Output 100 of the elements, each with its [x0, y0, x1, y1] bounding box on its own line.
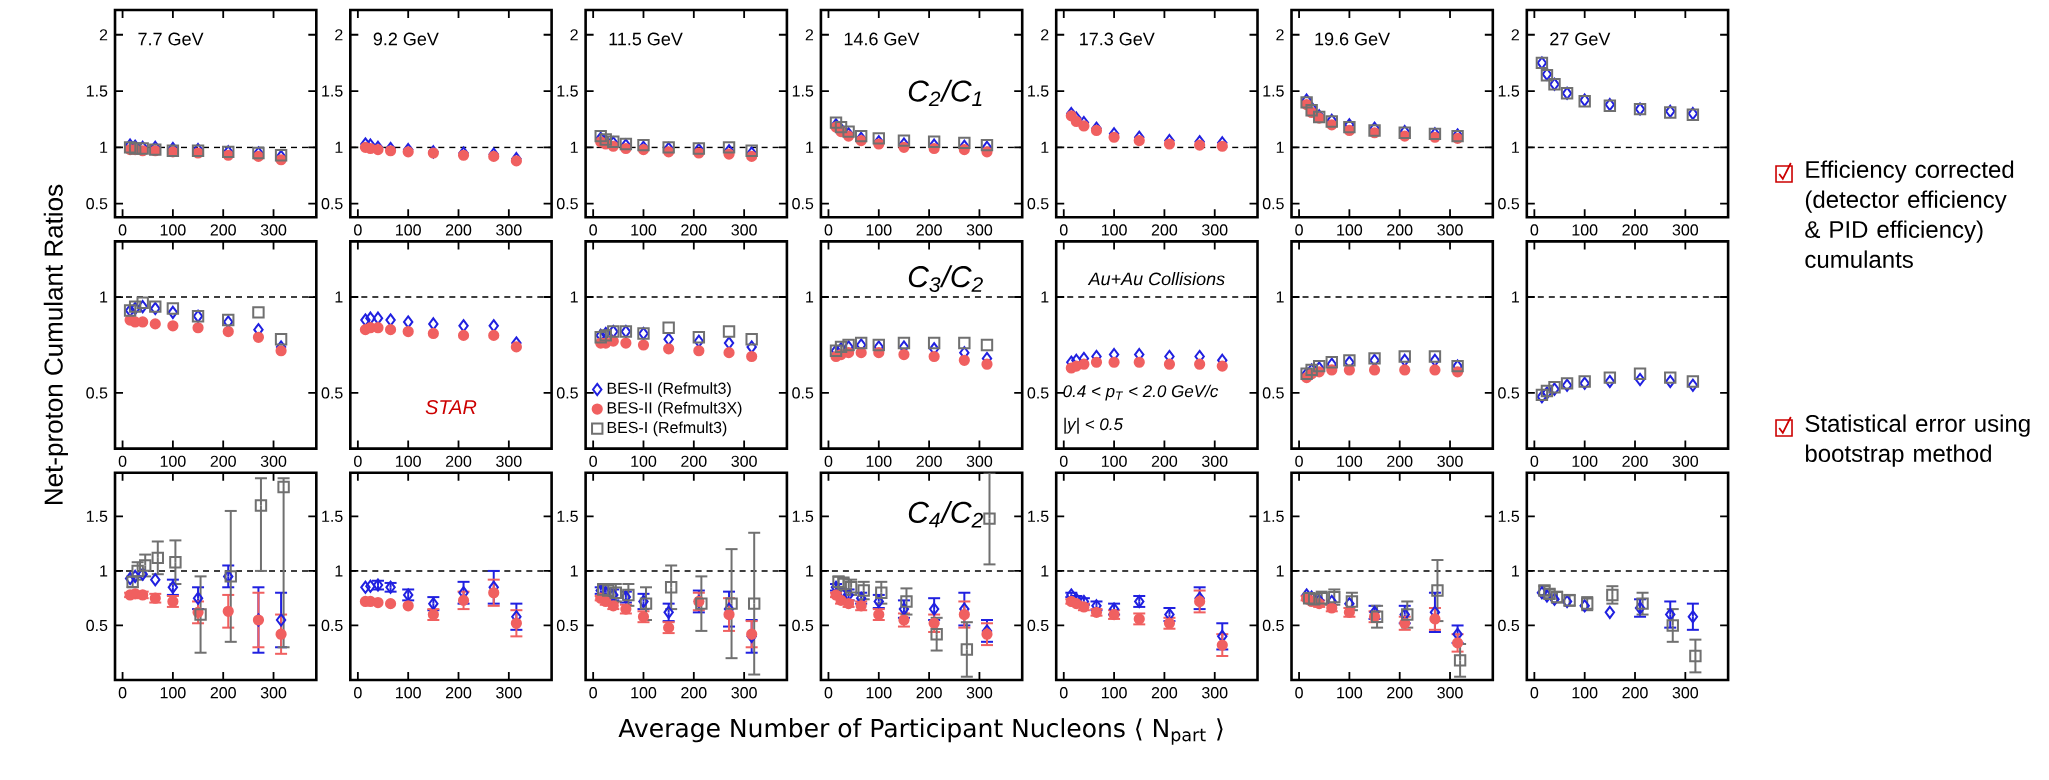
x-tick-label: 300: [731, 687, 757, 699]
x-tick-label: 100: [631, 455, 657, 467]
y-tick-label: 0.5: [1498, 387, 1520, 399]
annotation: 9.2 GeV: [373, 32, 439, 46]
annotation: 14.6 GeV: [844, 32, 920, 46]
y-tick-label: 1: [100, 141, 108, 153]
x-tick-label: 0: [354, 224, 362, 236]
y-tick-label: 0.5: [556, 387, 578, 399]
x-tick-label: 100: [1337, 455, 1363, 467]
y-tick-label: 1: [1041, 291, 1049, 303]
x-tick-label: 100: [1101, 455, 1127, 467]
x-tick-label: 300: [966, 455, 993, 467]
x-tick-label: 100: [396, 224, 421, 236]
y-tick-label: 1.5: [792, 510, 814, 522]
x-tick-label: 100: [396, 455, 421, 467]
x-tick-label: 300: [1437, 455, 1463, 467]
x-tick-label: 0: [1059, 687, 1068, 699]
x-tick-label: 200: [210, 687, 236, 699]
x-tick-label: 0: [118, 455, 127, 467]
x-tick-label: 200: [1151, 687, 1178, 699]
x-tick-label: 100: [160, 224, 186, 236]
y-tick-label: 1.5: [1263, 85, 1284, 97]
x-tick-label: 100: [396, 687, 421, 699]
text: Efficiency corrected (detector efficiency & PID efficiency) cumulants: [1805, 160, 2014, 268]
y-tick-label: 2: [570, 29, 578, 41]
x-tick-label: 200: [1622, 224, 1648, 236]
x-tick-label: 300: [496, 687, 522, 699]
y-tick-label: 1.5: [322, 510, 343, 522]
annotation: STAR: [425, 400, 477, 415]
y-tick-label: 1: [335, 291, 343, 303]
y-tick-label: 2: [805, 29, 814, 41]
x-tick-label: 300: [966, 687, 993, 699]
x-tick-label: 100: [160, 687, 186, 699]
x-tick-label: 200: [210, 224, 236, 236]
y-tick-label: 1.5: [86, 510, 108, 522]
x-tick-label: 100: [1337, 687, 1363, 699]
annotation: |y| < 0.5: [1064, 417, 1124, 434]
y-tick-label: 2: [1511, 29, 1519, 41]
x-tick-label: 0: [1530, 224, 1539, 236]
x-tick-label: 200: [445, 687, 472, 699]
annotation: 27 GeV: [1550, 32, 1611, 46]
annotation: 7.7 GeV: [138, 32, 204, 46]
annotation: Au+Au Collisions: [1087, 272, 1225, 286]
x-tick-label: 200: [445, 455, 472, 467]
x-tick-label: 300: [1672, 455, 1699, 467]
y-tick-label: 1: [1512, 141, 1519, 153]
x-tick-label: 200: [1387, 224, 1413, 236]
y-tick-label: 0.5: [1498, 198, 1520, 210]
y-tick-label: 1.5: [322, 85, 343, 97]
y-tick-label: 0.5: [86, 198, 108, 210]
y-tick-label: 1: [1276, 291, 1284, 303]
x-tick-label: 300: [1201, 455, 1228, 467]
x-tick-label: 100: [1337, 224, 1363, 236]
x-tick-label: 300: [966, 224, 993, 236]
x-tick-label: 100: [866, 224, 892, 236]
x-tick-label: 300: [1201, 687, 1228, 699]
x-tick-label: 100: [160, 455, 186, 467]
x-tick-label: 100: [1101, 687, 1127, 699]
y-tick-label: 0.5: [792, 387, 814, 399]
y-tick-label: 1: [100, 565, 108, 577]
annotation: 0.4 < p$_{T}$ < 2.0 GeV/c: [1063, 384, 1219, 401]
x-tick-label: 0: [118, 687, 127, 699]
x-tick-label: 200: [210, 455, 236, 467]
x-tick-label: 300: [731, 224, 757, 236]
x-tick-label: 0: [824, 455, 833, 467]
y-tick-label: 0.5: [86, 387, 108, 399]
text: Statistical error using bootstrap method: [1805, 414, 2030, 467]
x-tick-label: 100: [866, 455, 892, 467]
y-tick-label: 0.5: [1262, 387, 1284, 399]
x-tick-label: 200: [1387, 455, 1413, 467]
y-tick-label: 1: [1041, 565, 1049, 577]
y-tick-label: 1.5: [557, 510, 578, 522]
legend-label: BES-II (Refmult3X): [607, 401, 742, 417]
y-tick-label: 0.5: [1498, 619, 1520, 632]
y-axis-title: Net-proton Cumulant Ratios: [43, 184, 68, 504]
y-tick-label: 1: [1512, 291, 1519, 303]
y-tick-label: 0.5: [321, 198, 343, 210]
x-tick-label: 100: [866, 687, 892, 699]
x-tick-label: 0: [1530, 687, 1539, 699]
y-tick-label: 2: [99, 29, 108, 41]
annotation: 11.5 GeV: [609, 32, 683, 46]
y-tick-label: 0.5: [1262, 198, 1284, 210]
x-tick-label: 200: [916, 455, 942, 467]
x-tick-label: 300: [1672, 224, 1699, 236]
x-tick-label: 200: [681, 455, 707, 467]
x-tick-label: 300: [731, 455, 757, 467]
x-tick-label: 200: [1151, 224, 1178, 236]
x-tick-label: 0: [1059, 224, 1068, 236]
y-tick-label: 0.5: [1262, 619, 1284, 632]
annotation: C$_{2}$/C$_{1}$: [908, 79, 982, 107]
y-tick-label: 0.5: [792, 619, 814, 632]
legend-label: BES-II (Refmult3): [607, 382, 731, 398]
y-tick-label: 1: [1276, 565, 1284, 577]
x-tick-label: 300: [496, 224, 522, 236]
y-tick-label: 0.5: [556, 619, 578, 632]
x-axis-title: Average Number of Participant Nucleons ⟨ N$_{part}$ ⟩: [618, 718, 1223, 745]
y-tick-label: 1: [570, 141, 578, 153]
x-tick-label: 0: [589, 224, 597, 236]
x-tick-label: 200: [1622, 455, 1648, 467]
x-tick-label: 200: [681, 687, 707, 699]
